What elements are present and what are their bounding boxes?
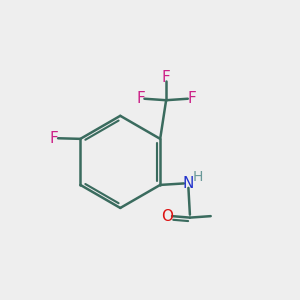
Text: F: F: [187, 91, 196, 106]
Text: H: H: [193, 170, 203, 184]
Text: F: F: [162, 70, 170, 86]
Text: O: O: [162, 208, 174, 224]
Text: N: N: [183, 176, 194, 191]
Text: F: F: [136, 91, 145, 106]
Text: F: F: [49, 131, 58, 146]
